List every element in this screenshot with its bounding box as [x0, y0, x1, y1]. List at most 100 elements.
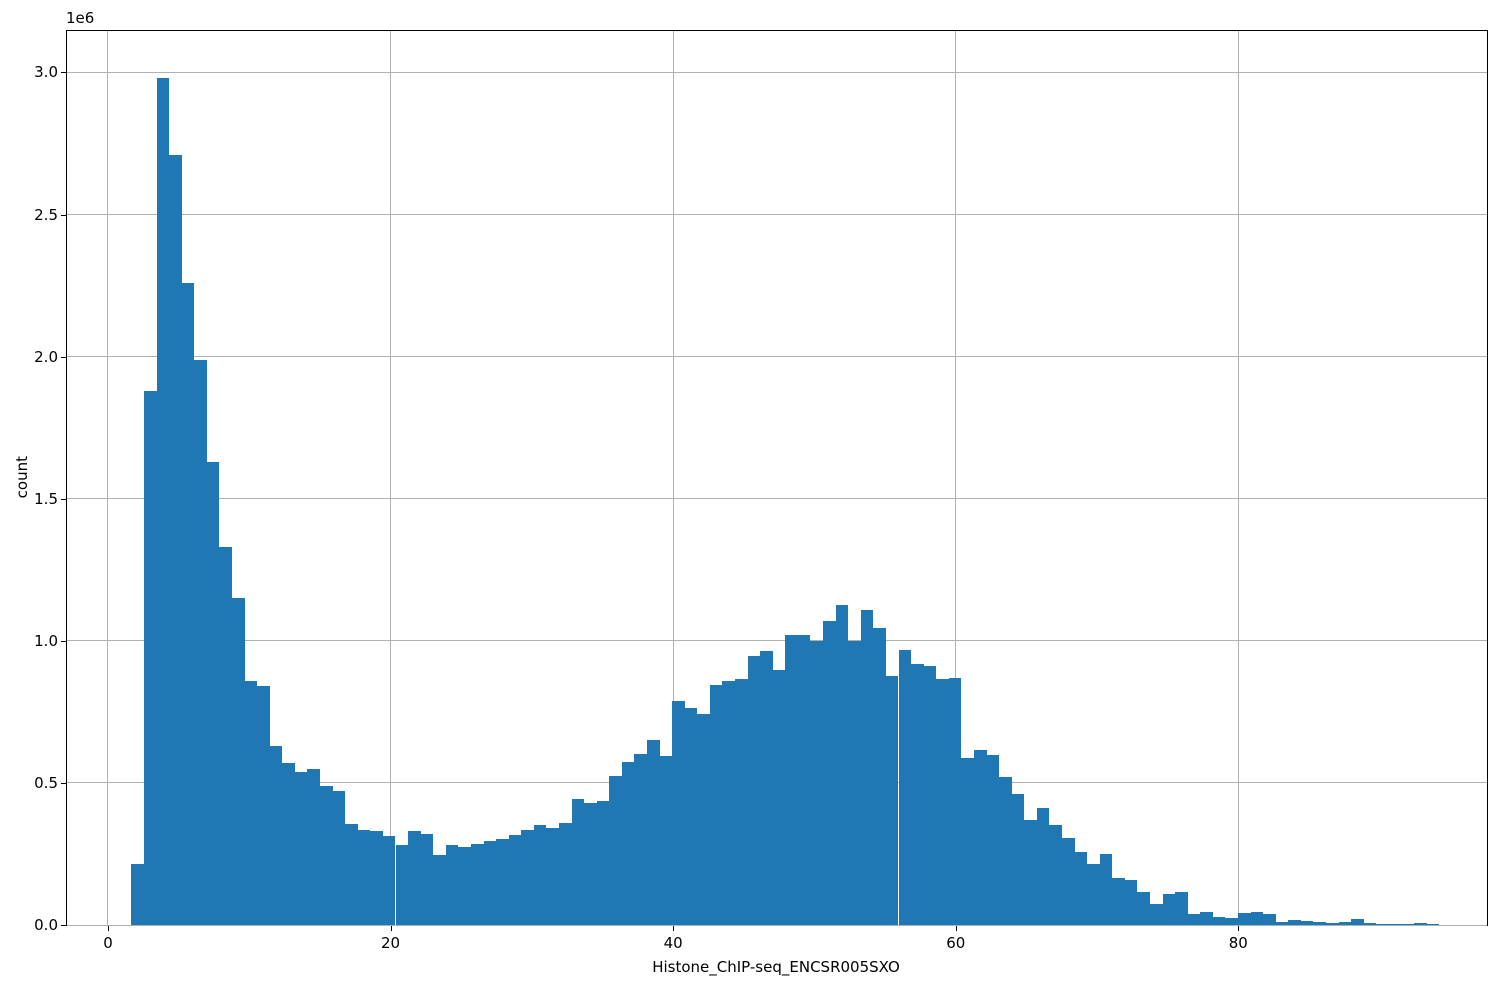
histogram-bar	[1099, 853, 1113, 925]
histogram-bar	[923, 665, 937, 925]
histogram-bar	[1225, 917, 1239, 925]
y-tick-label: 1.0	[34, 631, 58, 650]
x-tick-label: 0	[103, 934, 113, 952]
histogram-bar	[244, 680, 258, 925]
y-gridline	[67, 640, 1487, 642]
histogram-bar	[1250, 911, 1264, 925]
histogram-bar	[760, 651, 773, 925]
x-tick-label: 60	[946, 934, 966, 952]
histogram-bar	[282, 763, 295, 925]
histogram-bar	[332, 791, 346, 925]
x-tick-label: 40	[663, 934, 683, 952]
histogram-bar	[1112, 877, 1125, 925]
histogram-bar	[1388, 924, 1402, 925]
histogram-bar	[1263, 913, 1276, 925]
histogram-bar	[1150, 904, 1163, 925]
histogram-bar	[1187, 914, 1201, 925]
histogram-bar	[521, 829, 534, 925]
y-gridline	[67, 924, 1487, 926]
histogram-bar	[860, 609, 874, 925]
y-tick-label: 1.5	[34, 489, 58, 508]
histogram-bar	[206, 461, 220, 925]
histogram-bar	[307, 768, 321, 925]
histogram-bar	[609, 775, 622, 925]
histogram-bar	[735, 678, 748, 925]
histogram-bar	[1087, 864, 1100, 925]
x-tick-mark	[1238, 926, 1240, 931]
histogram-bar	[445, 844, 459, 925]
histogram-bar	[835, 605, 849, 925]
histogram-bar	[1061, 837, 1075, 925]
histogram-bar	[131, 863, 144, 925]
histogram-bar	[156, 78, 170, 925]
y-tick-mark	[61, 782, 66, 784]
y-tick-label: 2.0	[34, 347, 58, 366]
histogram-bar	[596, 801, 610, 925]
histogram-bar	[1238, 912, 1251, 925]
histogram-bar	[898, 649, 912, 925]
x-gridline	[390, 31, 392, 925]
histogram-bar	[1162, 893, 1176, 925]
x-tick-label: 20	[381, 934, 401, 952]
histogram-bar	[885, 675, 899, 925]
histogram-bar	[1049, 824, 1062, 925]
histogram-bar	[911, 663, 924, 925]
histogram-bar	[986, 755, 1000, 925]
y-tick-mark	[61, 72, 66, 74]
histogram-bar	[697, 713, 710, 925]
histogram-bar	[584, 802, 597, 925]
y-tick-label: 0.5	[34, 773, 58, 792]
histogram-bar	[961, 757, 974, 925]
histogram-bar	[357, 829, 371, 925]
histogram-bar	[747, 655, 761, 925]
histogram-bar	[1200, 911, 1213, 925]
histogram-bar	[1426, 924, 1440, 925]
histogram-bar	[395, 845, 409, 925]
histogram-bar	[873, 628, 886, 925]
histogram-bar	[194, 359, 207, 925]
x-tick-label: 80	[1228, 934, 1248, 952]
histogram-bar	[810, 640, 824, 925]
plot-area	[66, 30, 1488, 926]
histogram-bar	[722, 681, 736, 925]
histogram-bar	[370, 831, 383, 925]
histogram-bar	[823, 620, 836, 925]
histogram-bar	[1275, 921, 1289, 925]
histogram-bar	[382, 836, 396, 925]
histogram-bar	[1212, 917, 1226, 925]
histogram-bar	[948, 678, 962, 925]
histogram-bar	[647, 740, 660, 925]
y-gridline	[67, 498, 1487, 500]
x-gridline	[1237, 31, 1239, 925]
y-tick-label: 0.0	[34, 916, 58, 934]
y-tick-mark	[61, 640, 66, 642]
x-tick-mark	[673, 926, 675, 931]
histogram-bar	[672, 700, 685, 925]
y-gridline	[67, 214, 1487, 216]
histogram-bar	[709, 684, 723, 925]
histogram-bar	[1338, 921, 1352, 925]
histogram-bar	[483, 840, 497, 925]
histogram-bar	[181, 282, 195, 925]
histogram-bar	[1036, 808, 1050, 925]
histogram-bar	[684, 707, 698, 925]
histogram-bar	[785, 635, 798, 925]
histogram-bar	[973, 750, 987, 925]
histogram-bar	[1288, 920, 1301, 925]
histogram-bar	[1351, 919, 1364, 925]
histogram-bar	[1401, 924, 1415, 925]
histogram-bar	[269, 745, 283, 925]
histogram-bar	[558, 822, 572, 925]
histogram-bar	[634, 754, 647, 925]
histogram-bar	[496, 838, 509, 925]
histogram-bar	[659, 756, 673, 925]
x-tick-mark	[390, 926, 392, 931]
histogram-bar	[1414, 922, 1427, 925]
histogram-bar	[257, 686, 270, 925]
histogram-bar	[508, 834, 522, 925]
y-gridline	[67, 356, 1487, 358]
histogram-bar	[169, 154, 182, 925]
histogram-bar	[320, 785, 333, 925]
y-axis-offset-text: 1e6	[66, 9, 95, 27]
